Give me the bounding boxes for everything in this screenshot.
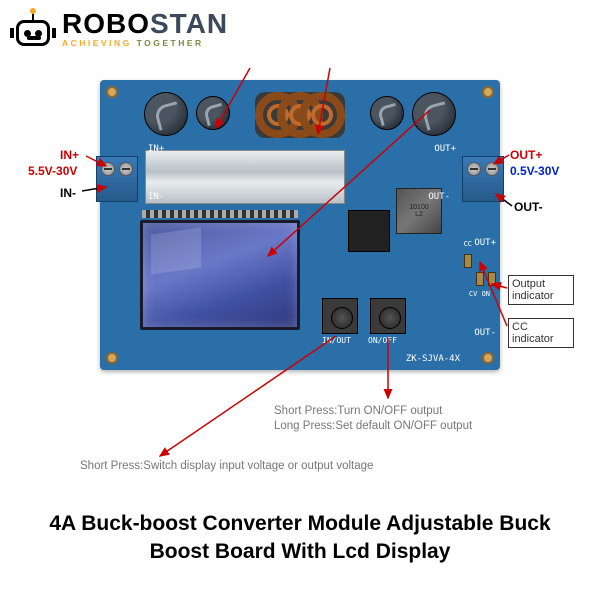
brand-tagline: ACHIEVING TOGETHER [62, 38, 228, 48]
silk-out-plus-2: OUT+ [474, 238, 496, 248]
label-out-minus: OUT- [514, 200, 543, 214]
silk-out-minus: OUT- [428, 192, 450, 202]
label-output-indicator: Output indicator [508, 275, 574, 305]
pcb-board: 10100L2 IN/OUT ON/OFF ZK-SJVA-4X CV ON C… [100, 80, 500, 370]
cc-led-icon [464, 254, 472, 268]
product-title: 4A Buck-boost Converter Module Adjustabl… [0, 510, 600, 567]
ic-chip-icon [348, 210, 390, 252]
btn-label-onoff: ON/OFF [368, 336, 397, 345]
label-onoff-long: Long Press:Set default ON/OFF output [274, 420, 472, 432]
silk-out-minus-2: OUT- [474, 328, 496, 338]
silk-in-plus: IN+ [148, 144, 164, 154]
label-in-voltage: 5.5V-30V [28, 164, 77, 178]
capacitor-icon [412, 92, 456, 136]
inductor-coil-icon [255, 92, 345, 138]
label-in-plus: IN+ [60, 148, 79, 162]
brand-name: ROBOSTAN [62, 10, 228, 38]
input-terminal [96, 156, 138, 202]
btn-label-inout: IN/OUT [322, 336, 351, 345]
lcd-display-icon [140, 220, 300, 330]
label-cc-indicator: CC indicator [508, 318, 574, 348]
capacitor-icon [370, 96, 404, 130]
capacitor-icon [144, 92, 188, 136]
silk-cv-on: CV ON [469, 290, 490, 298]
silk-out-plus: OUT+ [434, 144, 456, 154]
onoff-button-icon [370, 298, 406, 334]
label-onoff-short: Short Press:Turn ON/OFF output [274, 405, 442, 417]
cv-led-icon [476, 272, 484, 286]
silk-in-minus: IN- [148, 192, 164, 202]
inout-button-icon [322, 298, 358, 334]
capacitor-icon [196, 96, 230, 130]
robot-icon [10, 10, 56, 56]
silk-cc: CC [464, 240, 472, 248]
pcb-model-text: ZK-SJVA-4X [406, 354, 460, 364]
label-out-plus: OUT+ [510, 148, 542, 162]
label-inout-short: Short Press:Switch display input voltage… [80, 460, 373, 472]
logo: ROBOSTAN ACHIEVING TOGETHER [10, 10, 228, 56]
label-in-minus: IN- [60, 186, 76, 200]
label-out-voltage: 0.5V-30V [510, 164, 559, 178]
pin-header-icon [142, 210, 298, 218]
output-terminal [462, 156, 504, 202]
on-led-icon [488, 272, 496, 286]
heatsink-icon [145, 150, 345, 204]
